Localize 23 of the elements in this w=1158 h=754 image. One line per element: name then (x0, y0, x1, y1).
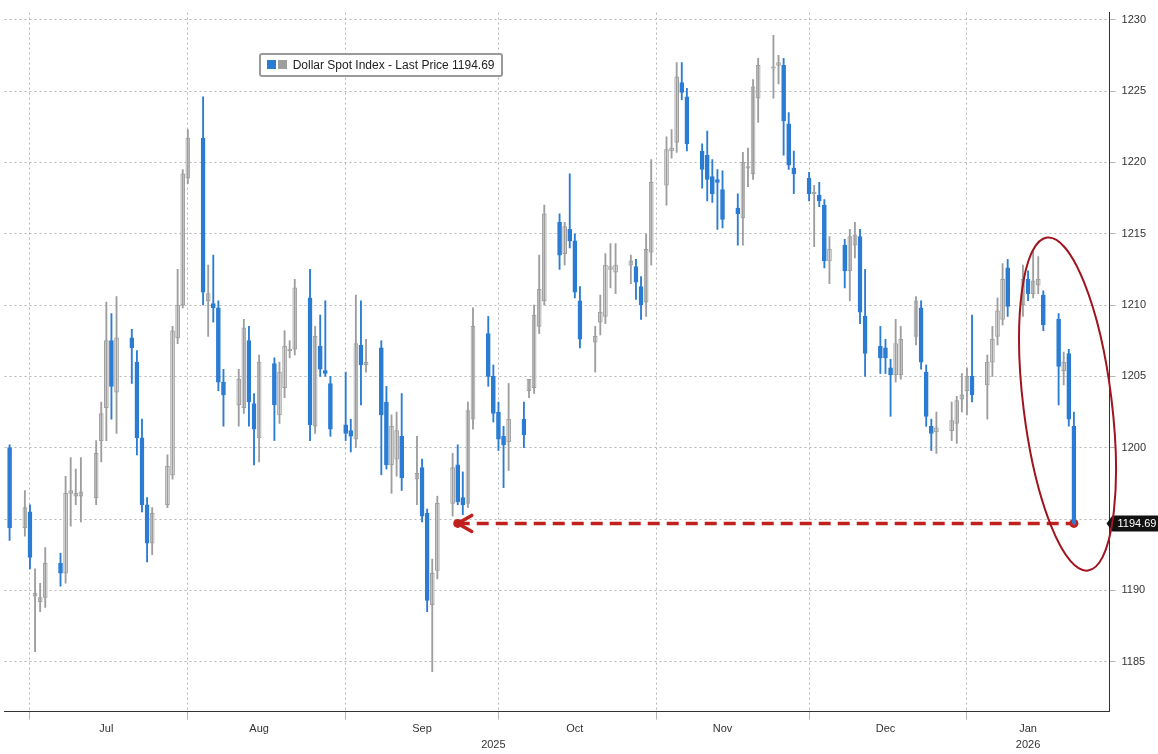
y-tick-label: 1185 (1121, 654, 1146, 667)
candlestick (771, 35, 776, 99)
legend-label: Dollar Spot Index - Last Price 1194.69 (292, 57, 495, 72)
x2-tick-label: 2026 (1015, 738, 1041, 751)
candlestick (608, 243, 613, 289)
x-tick-label: Sep (412, 722, 432, 735)
x-tick-label: Jan (1019, 722, 1037, 735)
y-tick-label: 1230 (1121, 12, 1147, 25)
y-tick-label: 1190 (1121, 583, 1146, 596)
x2-tick-label: 2025 (481, 738, 506, 751)
candlestick (776, 55, 781, 85)
x-tick-label: Nov (712, 722, 733, 735)
x-tick-label: Oct (566, 722, 584, 735)
x-tick-label: Dec (875, 722, 896, 735)
x-tick-label: Aug (249, 722, 269, 735)
x-tick-label: Jul (99, 722, 114, 735)
y-tick-label: 1200 (1121, 440, 1147, 453)
y-tick-label: 1225 (1121, 84, 1147, 97)
y-tick-label: 1210 (1121, 298, 1147, 311)
y-tick-label: 1205 (1121, 369, 1147, 382)
text: 1194.69 (1117, 516, 1157, 529)
y-tick-label: 1215 (1121, 226, 1147, 239)
y-tick-label: 1220 (1121, 155, 1147, 168)
